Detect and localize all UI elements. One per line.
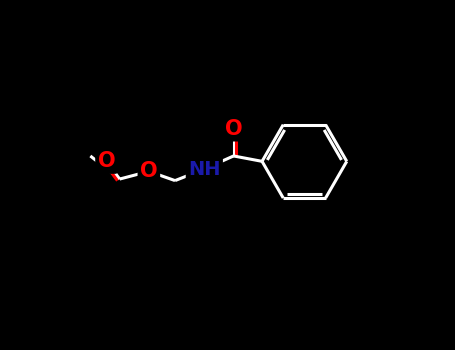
Text: O: O — [225, 119, 243, 139]
Text: NH: NH — [188, 160, 221, 178]
Text: O: O — [140, 161, 158, 181]
Text: O: O — [98, 151, 115, 172]
